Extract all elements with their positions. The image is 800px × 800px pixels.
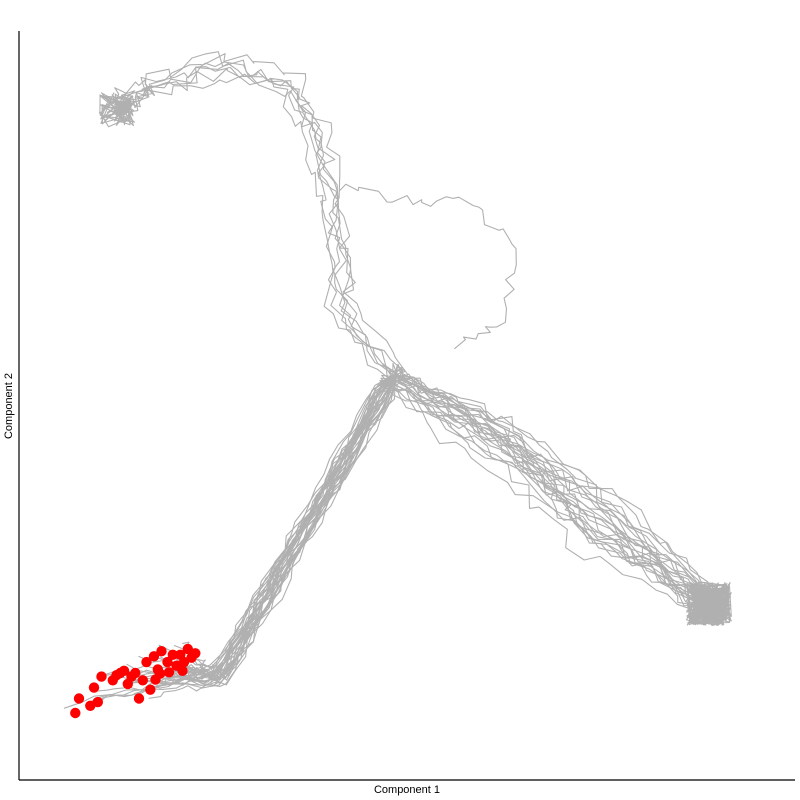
trajectory-line: [98, 62, 398, 678]
start-point: [96, 671, 107, 682]
start-point: [73, 693, 85, 704]
start-point: [133, 693, 145, 704]
start-point: [137, 675, 148, 686]
start-point: [141, 656, 152, 668]
x-axis-label: Component 1: [374, 784, 440, 796]
trajectory-line: [133, 375, 729, 695]
trajectory-line: [101, 66, 393, 678]
trajectory-line: [175, 363, 731, 679]
trajectory-line: [99, 61, 406, 677]
plot-area: [63, 51, 732, 719]
trajectory-line: [188, 378, 723, 681]
trajectory-line: [99, 75, 403, 673]
trajectory-line: [121, 371, 732, 686]
start-point: [111, 670, 122, 681]
y-axis-label: Component 2: [3, 373, 15, 439]
start-point: [126, 671, 137, 682]
start-point: [163, 667, 175, 678]
trajectory-line: [144, 377, 730, 684]
trajectory-line: [338, 183, 517, 350]
start-point: [92, 696, 104, 708]
start-point: [167, 649, 178, 660]
trajectory-line: [96, 366, 727, 679]
start-point: [145, 684, 156, 695]
start-point: [88, 682, 100, 693]
start-points: [70, 643, 201, 719]
start-point: [156, 646, 167, 657]
start-point: [177, 665, 188, 676]
start-point: [190, 648, 201, 659]
trajectory-line: [128, 376, 723, 684]
start-point: [162, 656, 173, 668]
trajectory-lines: [63, 51, 732, 709]
start-point: [148, 651, 160, 662]
start-point: [70, 707, 81, 719]
trajectory-line: [177, 376, 725, 675]
trajectory-line: [100, 53, 409, 686]
start-point: [150, 674, 161, 685]
trajectory-line: [99, 51, 397, 688]
start-point: [118, 665, 130, 676]
trajectory-line: [152, 368, 731, 687]
trajectory-line: [158, 362, 732, 668]
trajectory-line: [63, 67, 404, 709]
trajectory-line: [133, 368, 721, 679]
start-point: [178, 656, 190, 668]
